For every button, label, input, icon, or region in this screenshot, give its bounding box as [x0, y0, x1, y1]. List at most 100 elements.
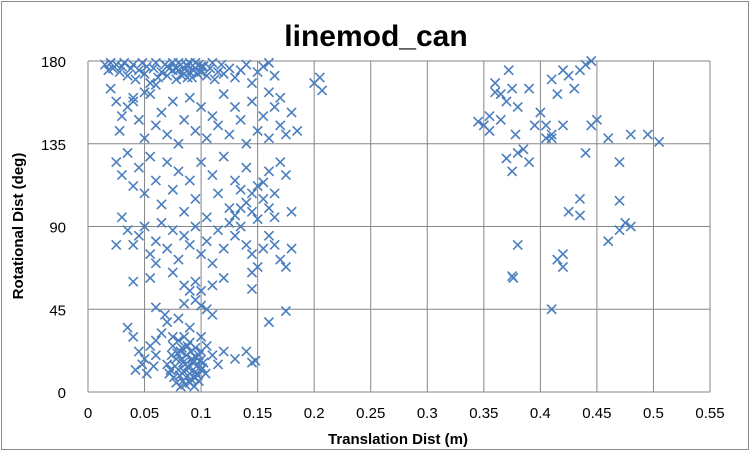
data-point [246, 283, 258, 295]
data-point [192, 68, 203, 80]
data-point [184, 322, 195, 333]
x-tick-label: 0.05 [130, 405, 159, 422]
data-point [111, 59, 122, 70]
data-point [557, 261, 569, 273]
data-point [216, 59, 227, 70]
data-point [195, 157, 207, 168]
data-point [122, 147, 133, 159]
data-point [171, 63, 182, 74]
data-point [212, 225, 224, 236]
data-point [518, 144, 529, 155]
data-point [280, 169, 292, 181]
data-point [182, 72, 193, 83]
data-point [139, 133, 150, 144]
data-point [168, 372, 180, 383]
data-point [111, 96, 122, 107]
data-point [286, 243, 297, 254]
data-point [195, 248, 207, 260]
data-point [574, 210, 586, 221]
data-point [512, 239, 523, 251]
data-point [145, 77, 156, 89]
data-point [269, 70, 280, 81]
data-point [133, 114, 145, 125]
data-point [292, 125, 303, 137]
data-point [620, 217, 631, 228]
data-point [473, 116, 484, 127]
data-point [275, 92, 286, 103]
data-point [212, 66, 224, 78]
data-point [280, 261, 292, 273]
y-tick-label: 180 [41, 54, 66, 71]
data-point [246, 77, 258, 89]
data-point [241, 346, 252, 357]
data-point [195, 101, 207, 113]
data-point [190, 276, 201, 287]
data-point [176, 342, 187, 353]
data-point [241, 138, 252, 149]
data-point [171, 74, 182, 85]
data-point [181, 59, 192, 70]
data-point [119, 57, 130, 68]
x-tick-label: 0.55 [695, 405, 724, 422]
data-point [241, 59, 252, 70]
data-point [137, 359, 148, 370]
data-point [535, 107, 546, 118]
data-point [116, 212, 128, 223]
data-point [139, 221, 150, 232]
data-point [246, 206, 258, 217]
x-tick-label: 0.2 [304, 405, 325, 422]
x-tick-label: 0.15 [243, 405, 272, 422]
data-point [152, 72, 164, 83]
data-point [133, 65, 145, 76]
data-point [512, 147, 523, 159]
x-tick-label: 0.4 [530, 405, 551, 422]
data-point [229, 175, 241, 186]
data-points [99, 55, 665, 392]
data-point [145, 272, 156, 284]
data-point [614, 225, 625, 236]
data-point [224, 217, 235, 228]
data-point [653, 136, 665, 148]
data-point [495, 88, 506, 100]
data-point [128, 180, 139, 192]
data-point [167, 184, 178, 195]
data-point [201, 212, 212, 223]
data-point [252, 180, 263, 192]
data-point [195, 331, 207, 342]
data-point [197, 362, 208, 374]
data-point [130, 364, 141, 376]
data-point [246, 96, 258, 107]
data-point [258, 111, 269, 122]
data-point [546, 74, 557, 85]
data-point [173, 335, 184, 346]
data-point [580, 147, 591, 159]
data-point [258, 177, 269, 188]
data-point [625, 221, 636, 232]
data-point [195, 61, 207, 72]
y-axis-title: Rotational Dist (deg) [10, 153, 27, 300]
data-point [184, 285, 195, 296]
data-point [207, 169, 218, 181]
data-point [111, 239, 122, 251]
x-tick-label: 0.35 [469, 405, 498, 422]
data-point [316, 85, 328, 96]
data-point [557, 65, 569, 76]
data-point [218, 272, 229, 284]
data-point [159, 309, 171, 320]
data-point [263, 316, 275, 328]
data-point [218, 88, 229, 100]
data-point [263, 57, 275, 68]
data-point [309, 77, 320, 89]
data-point [235, 221, 246, 232]
data-point [173, 313, 184, 324]
data-point [484, 111, 495, 122]
data-point [286, 206, 297, 217]
data-point [241, 162, 252, 173]
data-point [275, 120, 286, 131]
data-point [190, 366, 201, 377]
y-tick-label: 135 [41, 137, 66, 154]
data-point [194, 355, 206, 366]
data-point [128, 276, 139, 287]
